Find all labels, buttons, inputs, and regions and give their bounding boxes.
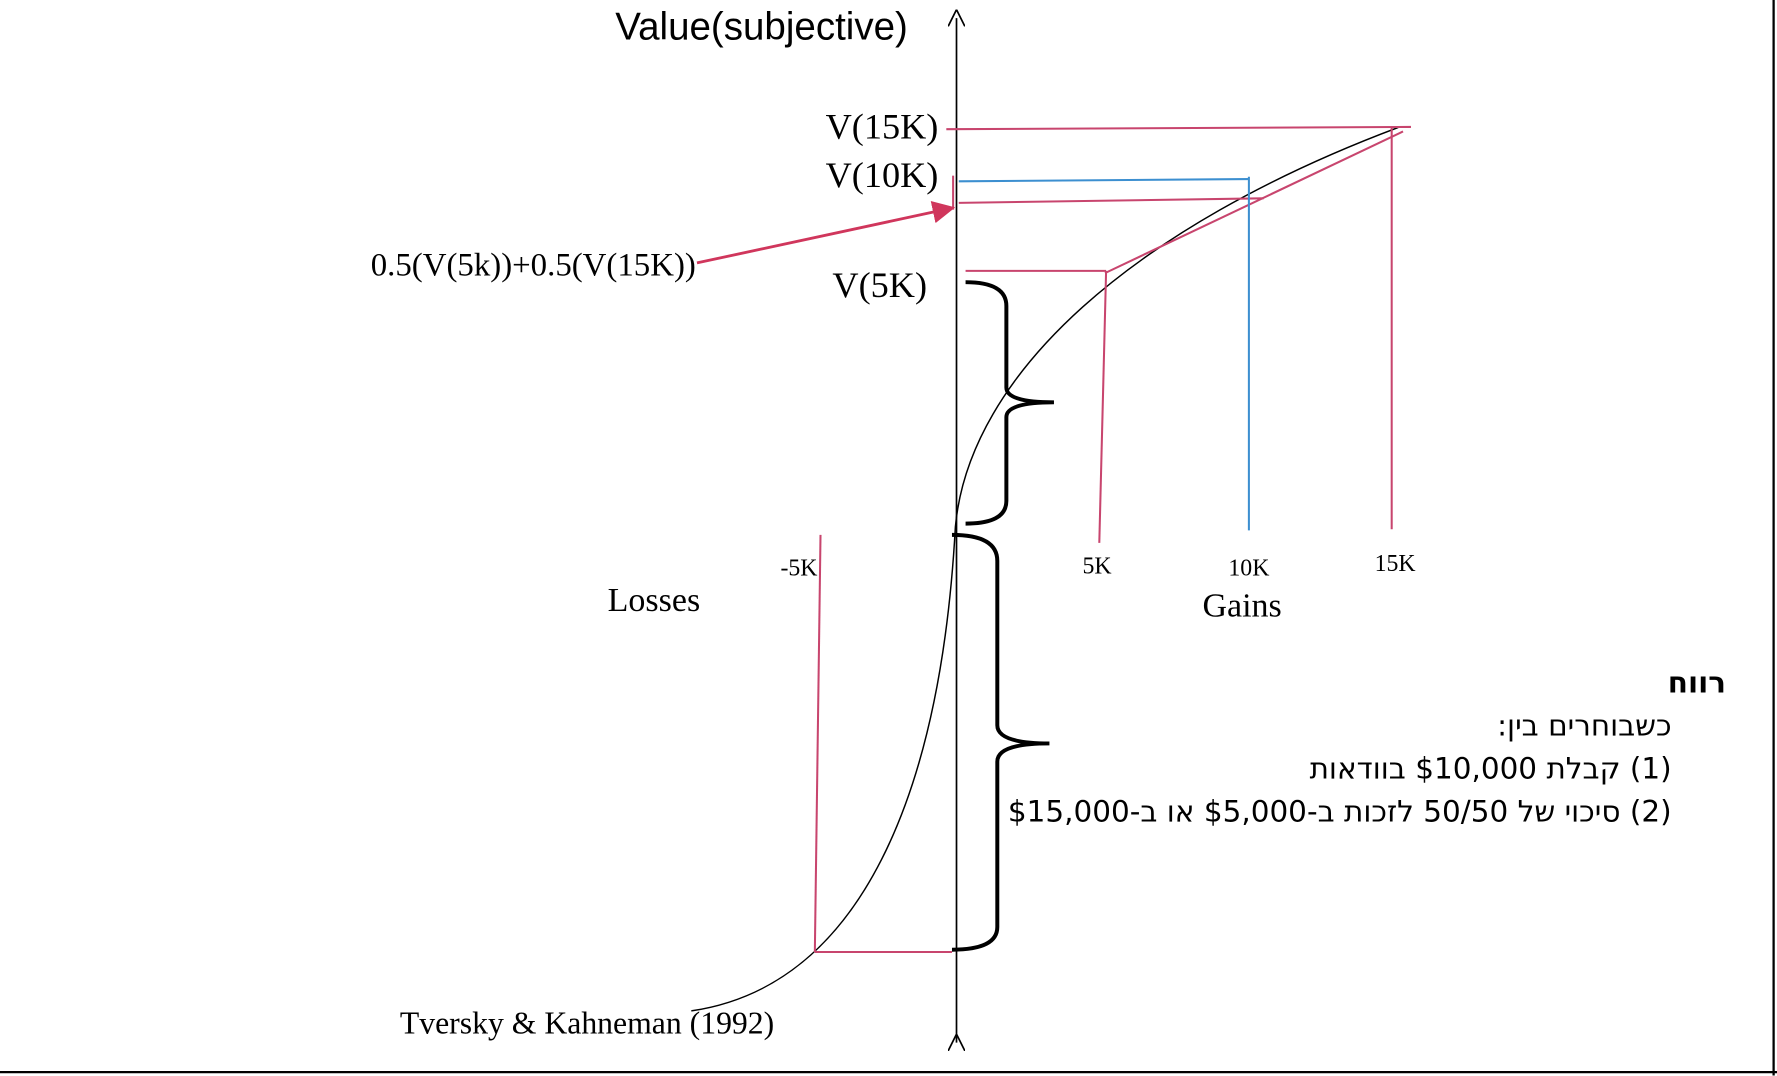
x-label: 5K	[1082, 553, 1111, 579]
text-line: (2) סיכוי של 50/50 לזכות ב-$5,000 או ב-$…	[1007, 795, 1672, 830]
text-line: (1) קבלת $10,000 בוודאות	[1309, 752, 1672, 787]
x-label: 15K	[1375, 551, 1416, 577]
text-line: כשבוחרים בין:	[1497, 709, 1672, 744]
guides-blue	[958, 176, 1250, 531]
brace	[951, 532, 1050, 952]
losses-label: Losses	[608, 582, 701, 619]
y-label: 0.5(V(5k))+0.5(V(15K))	[371, 247, 696, 283]
heading: רווח	[1667, 666, 1727, 701]
guides	[696, 125, 1411, 953]
value-curve	[691, 126, 1400, 1012]
gains-label: Gains	[1202, 588, 1281, 625]
citation: Tversky & Kahneman (1992)	[400, 1006, 774, 1041]
x-label: 10K	[1228, 556, 1269, 582]
y-label: V(15K)	[826, 106, 939, 146]
x-label: -5K	[780, 556, 817, 582]
y-label: V(10K)	[826, 155, 939, 195]
y-axis-label: Value(subjective)	[615, 6, 908, 49]
brace	[965, 280, 1054, 526]
y-label: V(5K)	[832, 265, 927, 305]
